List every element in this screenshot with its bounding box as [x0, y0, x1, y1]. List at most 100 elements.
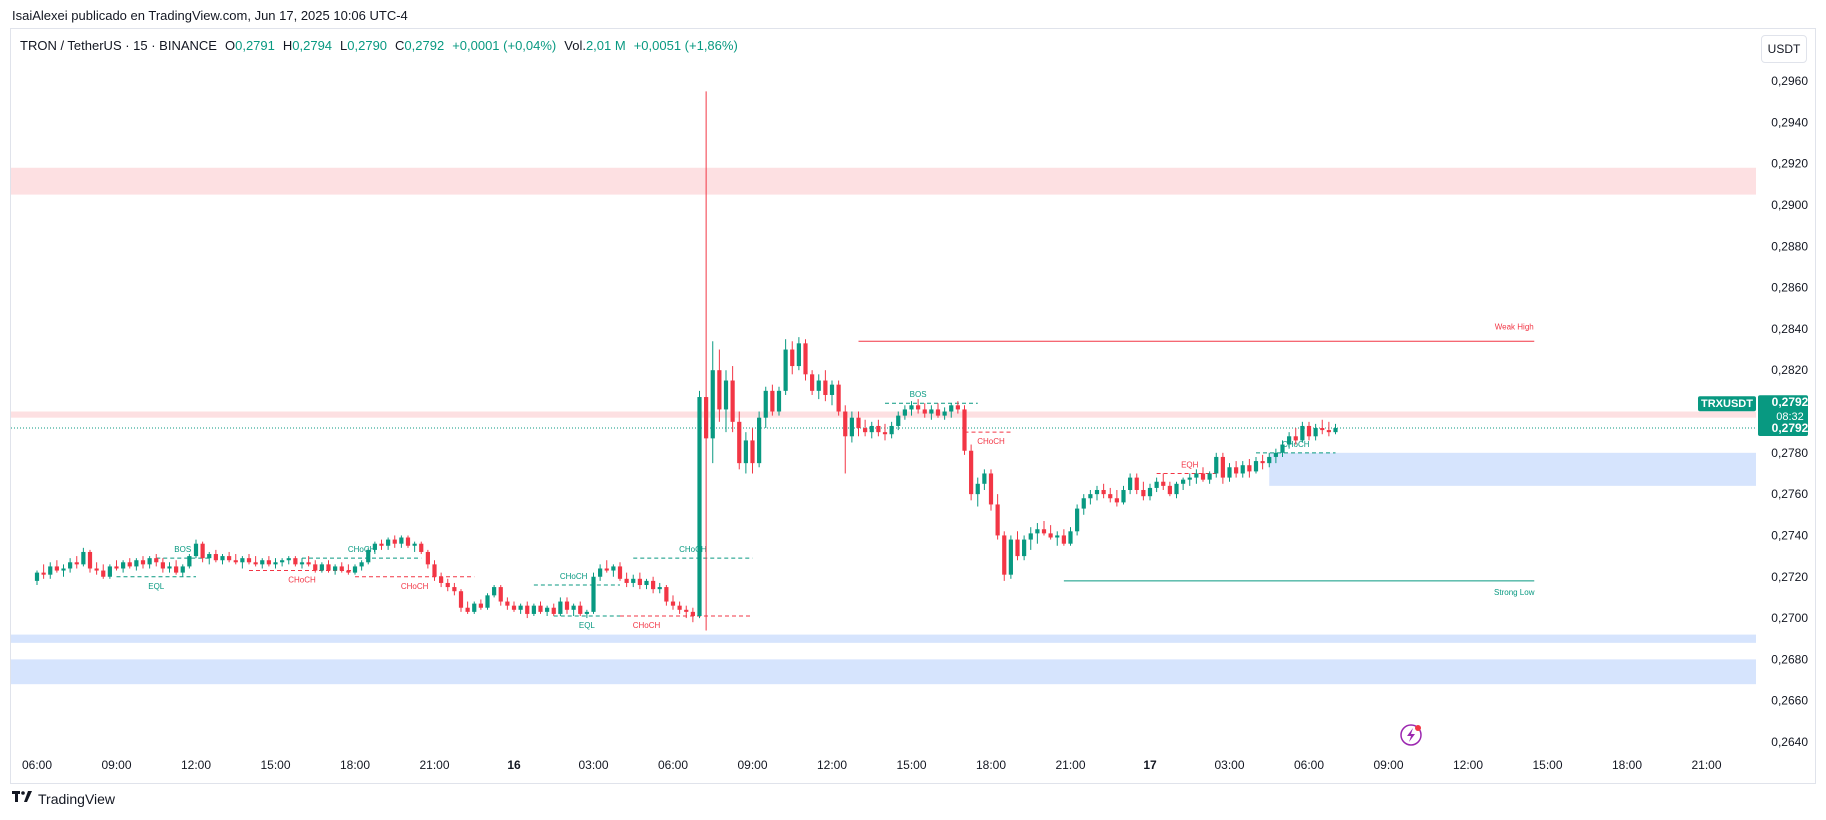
candle[interactable] — [1247, 459, 1252, 478]
candle[interactable] — [74, 556, 79, 569]
candle[interactable] — [1253, 456, 1259, 474]
candle[interactable] — [392, 535, 397, 548]
candle[interactable] — [558, 597, 563, 616]
candle[interactable] — [114, 560, 119, 571]
candle[interactable] — [240, 556, 245, 569]
candle[interactable] — [783, 339, 788, 395]
candle[interactable] — [359, 560, 364, 571]
candle[interactable] — [94, 562, 99, 575]
candle[interactable] — [207, 551, 212, 565]
candle[interactable] — [445, 578, 450, 592]
candle[interactable] — [829, 380, 835, 406]
candle[interactable] — [1234, 461, 1239, 478]
candle[interactable] — [982, 469, 987, 490]
candle[interactable] — [339, 562, 344, 573]
candle[interactable] — [816, 374, 821, 400]
candle[interactable] — [1227, 463, 1232, 482]
candle[interactable] — [299, 558, 305, 569]
candle[interactable] — [1293, 428, 1298, 445]
candle[interactable] — [68, 558, 73, 573]
candle[interactable] — [319, 562, 324, 573]
candle[interactable] — [167, 562, 172, 573]
candle[interactable] — [770, 384, 775, 416]
candle[interactable] — [737, 411, 742, 470]
candle[interactable] — [949, 403, 954, 418]
candle[interactable] — [604, 560, 609, 573]
candle[interactable] — [1174, 481, 1179, 499]
candle[interactable] — [1141, 481, 1146, 501]
candle[interactable] — [664, 585, 669, 606]
candle[interactable] — [531, 603, 536, 616]
candle[interactable] — [1320, 419, 1325, 435]
candle[interactable] — [1260, 454, 1265, 470]
candle[interactable] — [684, 605, 689, 619]
candle[interactable] — [227, 551, 232, 563]
candle[interactable] — [352, 564, 358, 575]
candle[interactable] — [233, 554, 238, 565]
candle[interactable] — [1055, 531, 1060, 546]
candle[interactable] — [1267, 452, 1272, 468]
candle[interactable] — [611, 564, 616, 577]
candle[interactable] — [564, 597, 570, 614]
candle[interactable] — [882, 423, 888, 441]
candle[interactable] — [571, 603, 576, 616]
candle[interactable] — [889, 421, 894, 439]
candle[interactable] — [452, 582, 457, 596]
candle[interactable] — [863, 419, 868, 437]
candle[interactable] — [1094, 485, 1100, 501]
candle[interactable] — [280, 558, 285, 567]
candle[interactable] — [458, 589, 464, 612]
candle[interactable] — [922, 403, 927, 418]
candle[interactable] — [902, 405, 907, 420]
candle[interactable] — [1015, 531, 1020, 561]
candle[interactable] — [379, 539, 384, 550]
candle[interactable] — [326, 560, 331, 573]
candle[interactable] — [187, 554, 192, 569]
candle[interactable] — [54, 560, 59, 573]
candle[interactable] — [969, 444, 974, 501]
candle[interactable] — [578, 601, 583, 616]
candle[interactable] — [796, 337, 801, 371]
candle[interactable] — [631, 574, 636, 588]
candle[interactable] — [1002, 531, 1007, 581]
candle[interactable] — [293, 556, 298, 567]
candle[interactable] — [478, 599, 483, 610]
candle[interactable] — [1280, 440, 1285, 457]
candle[interactable] — [810, 370, 815, 395]
candle[interactable] — [790, 341, 795, 375]
candle[interactable] — [916, 399, 921, 414]
candle[interactable] — [465, 601, 470, 614]
candle[interactable] — [1326, 421, 1331, 437]
candle[interactable] — [1187, 473, 1192, 486]
currency-button[interactable]: USDT — [1761, 35, 1807, 63]
candle[interactable] — [876, 419, 881, 437]
candle[interactable] — [200, 541, 205, 563]
candle[interactable] — [730, 366, 735, 433]
candle[interactable] — [518, 603, 523, 614]
candle[interactable] — [1200, 467, 1206, 482]
candle[interactable] — [591, 572, 596, 614]
candle[interactable] — [1048, 525, 1053, 540]
candle[interactable] — [253, 556, 258, 567]
candle[interactable] — [1194, 469, 1199, 484]
candle[interactable] — [869, 421, 874, 439]
candle[interactable] — [551, 603, 556, 616]
candle[interactable] — [1121, 485, 1126, 505]
candle[interactable] — [372, 541, 377, 555]
candle[interactable] — [1108, 487, 1113, 503]
candle[interactable] — [472, 601, 477, 614]
candle[interactable] — [710, 341, 715, 464]
candle[interactable] — [538, 601, 543, 614]
candle[interactable] — [677, 601, 682, 614]
candle[interactable] — [432, 560, 437, 581]
candle[interactable] — [1114, 489, 1119, 507]
candle[interactable] — [651, 576, 656, 594]
candle[interactable] — [134, 558, 139, 571]
candle[interactable] — [87, 549, 93, 573]
candle[interactable] — [657, 582, 662, 594]
candle[interactable] — [598, 564, 603, 581]
candle[interactable] — [717, 349, 722, 422]
symbol-title[interactable]: TRON / TetherUS · 15 · BINANCE — [20, 38, 217, 53]
candle[interactable] — [995, 494, 1000, 540]
candle[interactable] — [624, 572, 629, 588]
